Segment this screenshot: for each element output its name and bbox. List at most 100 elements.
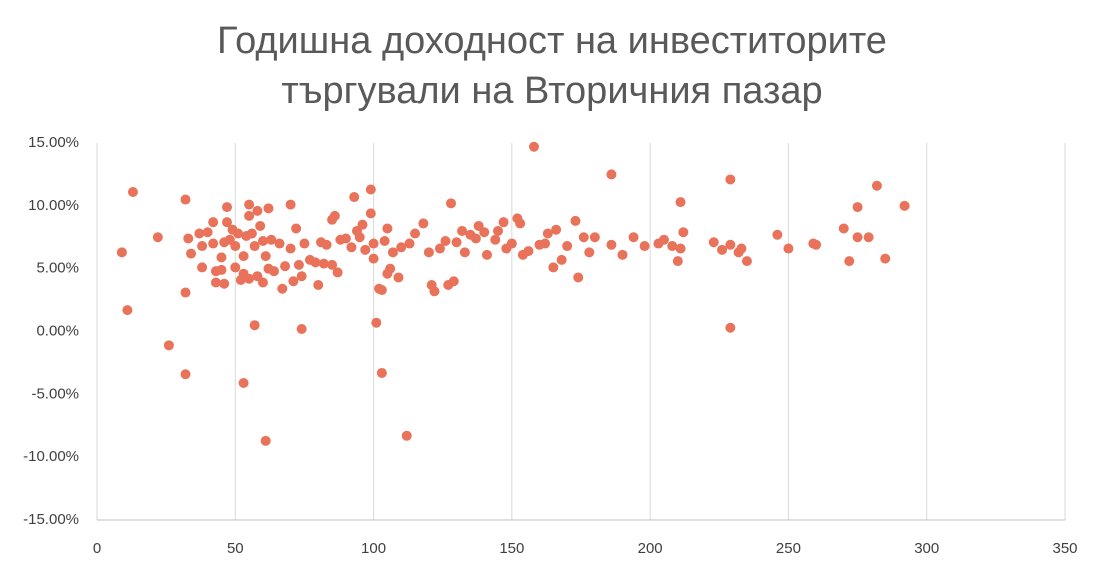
point	[479, 227, 490, 238]
point	[542, 228, 553, 239]
point	[194, 228, 205, 239]
point	[263, 203, 274, 214]
point	[318, 258, 329, 269]
point	[379, 236, 390, 247]
point	[385, 263, 396, 274]
point	[736, 243, 747, 254]
point	[122, 305, 133, 316]
point	[440, 236, 451, 247]
point	[498, 217, 509, 228]
point	[260, 435, 271, 446]
point	[183, 233, 194, 244]
point	[360, 244, 371, 255]
point	[470, 233, 481, 244]
point	[288, 276, 299, 287]
point	[556, 254, 567, 265]
point	[493, 225, 504, 236]
point	[446, 198, 457, 209]
point	[678, 227, 689, 238]
point	[208, 238, 219, 249]
y-tick-label: -15.00%	[23, 511, 79, 528]
point	[871, 180, 882, 191]
point	[387, 247, 398, 258]
point	[180, 287, 191, 298]
y-tick-label: -10.00%	[23, 448, 79, 465]
y-tick-label: 5.00%	[36, 260, 79, 277]
point	[291, 223, 302, 234]
x-tick-label: 350	[1052, 540, 1077, 557]
point	[346, 242, 357, 253]
point	[844, 256, 855, 267]
point	[448, 276, 459, 287]
point	[376, 367, 387, 378]
point	[299, 238, 310, 249]
point	[863, 232, 874, 243]
point	[238, 378, 249, 389]
point	[230, 241, 241, 252]
point	[573, 272, 584, 283]
point	[717, 244, 728, 255]
point	[741, 256, 752, 267]
point	[197, 241, 208, 252]
point	[551, 224, 562, 235]
point	[490, 234, 501, 245]
y-tick-label: 0.00%	[36, 322, 79, 339]
point	[667, 241, 678, 252]
point	[606, 169, 617, 180]
point	[186, 248, 197, 259]
point	[658, 234, 669, 245]
point	[434, 243, 445, 254]
point	[332, 267, 343, 278]
point	[675, 243, 686, 254]
point	[540, 238, 551, 249]
point	[880, 253, 891, 264]
point	[725, 174, 736, 185]
point	[639, 241, 650, 252]
x-tick-label: 300	[914, 540, 939, 557]
point	[321, 239, 332, 250]
point	[562, 241, 573, 252]
point	[457, 225, 468, 236]
point	[249, 320, 260, 331]
x-tick-label: 150	[499, 540, 524, 557]
point	[459, 247, 470, 258]
point	[127, 187, 138, 198]
y-tick-label: 15.00%	[28, 134, 79, 151]
point	[260, 251, 271, 262]
point	[280, 261, 291, 272]
point	[244, 273, 255, 284]
point	[451, 237, 462, 248]
point	[249, 241, 260, 252]
point	[515, 218, 526, 229]
point	[238, 251, 249, 262]
point	[269, 266, 280, 277]
point	[216, 264, 227, 275]
point	[852, 202, 863, 213]
point	[257, 236, 268, 247]
point	[257, 277, 268, 288]
point	[244, 210, 255, 221]
point	[589, 232, 600, 243]
chart-title: Годишна доходност на инвеститорите търгу…	[217, 20, 887, 112]
point	[811, 239, 822, 250]
point	[528, 141, 539, 152]
point	[244, 199, 255, 210]
point	[293, 259, 304, 270]
point	[180, 194, 191, 205]
point	[672, 256, 683, 267]
point	[233, 228, 244, 239]
point	[327, 259, 338, 270]
point	[429, 286, 440, 297]
point	[410, 228, 421, 239]
point	[382, 223, 393, 234]
point	[116, 247, 127, 258]
point	[606, 239, 617, 250]
point	[725, 239, 736, 250]
point	[354, 232, 365, 243]
point	[216, 252, 227, 263]
point	[578, 232, 589, 243]
point	[772, 229, 783, 240]
x-tick-label: 50	[227, 540, 244, 557]
point	[783, 243, 794, 254]
